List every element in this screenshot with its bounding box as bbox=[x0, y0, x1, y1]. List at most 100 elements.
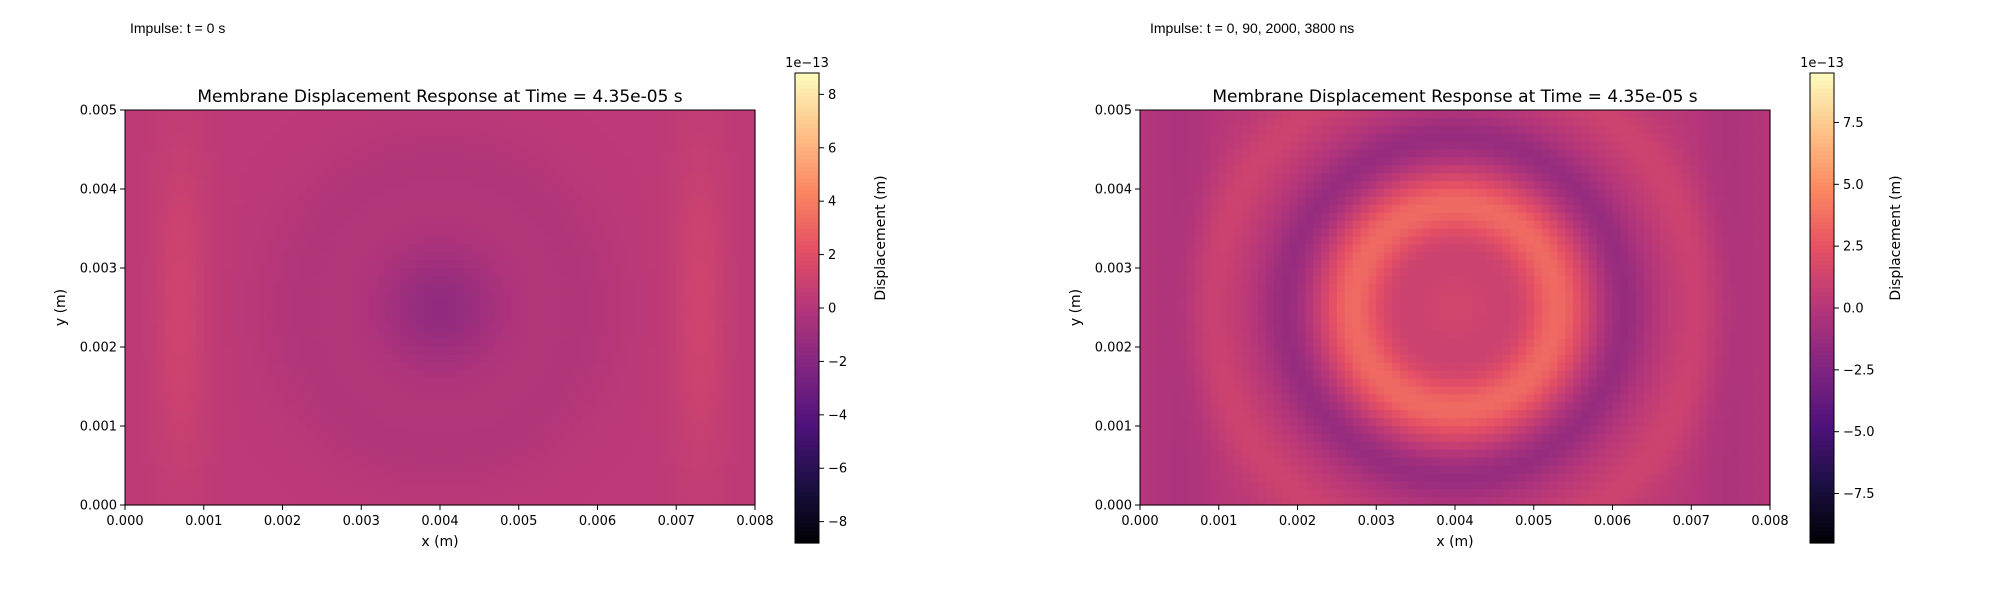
heatmap-cell bbox=[636, 173, 646, 182]
heatmap-cell bbox=[125, 449, 134, 459]
heatmap-cell bbox=[440, 497, 449, 506]
heatmap-cell bbox=[377, 481, 386, 490]
heatmap-cell bbox=[188, 299, 197, 309]
heatmap-cell bbox=[463, 244, 473, 253]
heatmap-cell bbox=[581, 473, 591, 482]
heatmap-cell bbox=[550, 465, 559, 474]
heatmap-cell bbox=[353, 378, 362, 388]
heatmap-cell bbox=[668, 497, 677, 506]
colorbar-segment bbox=[795, 499, 819, 505]
heatmap-cell bbox=[156, 125, 165, 135]
colorbar-segment bbox=[795, 123, 819, 129]
heatmap-cell bbox=[290, 370, 299, 380]
colorbar-segment bbox=[795, 394, 819, 399]
heatmap-cell bbox=[219, 386, 228, 395]
heatmap-cell bbox=[306, 489, 315, 498]
heatmap-cell bbox=[377, 212, 386, 222]
heatmap-cell bbox=[1596, 110, 1606, 119]
heatmap-cell bbox=[1730, 165, 1740, 174]
heatmap-cell bbox=[195, 489, 205, 498]
heatmap-cell bbox=[440, 252, 449, 261]
heatmap-cell bbox=[290, 315, 299, 324]
heatmap-cell bbox=[258, 489, 268, 498]
heatmap-cell bbox=[211, 315, 221, 324]
heatmap-cell bbox=[1281, 181, 1291, 190]
colorbar-segment bbox=[795, 417, 819, 423]
heatmap-cell bbox=[1297, 157, 1306, 166]
heatmap-cell bbox=[243, 275, 252, 285]
heatmap-cell bbox=[1313, 157, 1322, 166]
heatmap-cell bbox=[1140, 165, 1149, 174]
heatmap-cell bbox=[377, 157, 386, 166]
heatmap-cell bbox=[739, 244, 748, 253]
heatmap-cell bbox=[1187, 125, 1196, 135]
heatmap-cell bbox=[518, 291, 528, 301]
heatmap-cell bbox=[180, 133, 189, 143]
heatmap-cell bbox=[1762, 165, 1771, 174]
heatmap-cell bbox=[597, 291, 606, 301]
heatmap-cell bbox=[148, 386, 158, 395]
heatmap-cell bbox=[503, 244, 512, 253]
heatmap-cell bbox=[251, 449, 260, 459]
heatmap-cell bbox=[1683, 110, 1692, 119]
heatmap-cell bbox=[180, 236, 189, 245]
heatmap-cell bbox=[613, 307, 622, 316]
heatmap-cell bbox=[739, 268, 748, 277]
heatmap-cell bbox=[487, 441, 496, 451]
heatmap-cell bbox=[314, 149, 323, 158]
heatmap-cell bbox=[526, 402, 536, 411]
heatmap-cell bbox=[510, 339, 520, 348]
heatmap-cell bbox=[526, 181, 536, 190]
heatmap-cell bbox=[613, 418, 622, 427]
heatmap-cell bbox=[707, 141, 717, 151]
heatmap-cell bbox=[1187, 141, 1196, 151]
heatmap-cell bbox=[306, 220, 315, 230]
heatmap-cell bbox=[699, 189, 709, 198]
heatmap-cell bbox=[455, 236, 465, 245]
heatmap-cell bbox=[148, 189, 158, 198]
colorbar-segment bbox=[795, 515, 819, 521]
heatmap-cell bbox=[156, 110, 165, 119]
heatmap-cell bbox=[384, 275, 394, 285]
heatmap-cell bbox=[542, 299, 551, 309]
heatmap-cell bbox=[235, 189, 244, 198]
heatmap-cell bbox=[739, 149, 748, 158]
heatmap-cell bbox=[164, 133, 173, 143]
heatmap-cell bbox=[392, 402, 402, 411]
colorbar-segment bbox=[795, 492, 819, 497]
heatmap-cell bbox=[487, 497, 496, 506]
heatmap-cell bbox=[384, 133, 394, 143]
heatmap-cell bbox=[495, 173, 504, 182]
heatmap-cell bbox=[510, 204, 520, 214]
heatmap-cell bbox=[377, 370, 386, 380]
heatmap-cell bbox=[455, 497, 465, 506]
heatmap-cell bbox=[723, 481, 732, 490]
heatmap-cell bbox=[581, 441, 591, 451]
heatmap-cell bbox=[1667, 173, 1677, 182]
heatmap-cell bbox=[148, 181, 158, 190]
heatmap-cell bbox=[321, 331, 331, 340]
heatmap-cell bbox=[1675, 173, 1684, 182]
colorbar-segment bbox=[795, 437, 819, 442]
heatmap-cell bbox=[597, 220, 606, 230]
heatmap-cell bbox=[660, 418, 669, 427]
heatmap-cell bbox=[1620, 165, 1629, 174]
heatmap-cell bbox=[747, 220, 756, 230]
heatmap-cell bbox=[408, 362, 417, 372]
heatmap-cell bbox=[652, 354, 662, 364]
heatmap-cell bbox=[699, 244, 709, 253]
heatmap-cell bbox=[699, 173, 709, 182]
heatmap-cell bbox=[510, 370, 520, 380]
heatmap-cell bbox=[164, 268, 173, 277]
heatmap-cell bbox=[337, 307, 347, 316]
heatmap-cell bbox=[353, 110, 362, 119]
colorbar-segment bbox=[795, 511, 819, 517]
heatmap-cell bbox=[707, 283, 717, 293]
heatmap-cell bbox=[455, 347, 465, 356]
heatmap-cell bbox=[274, 299, 284, 309]
heatmap-cell bbox=[652, 141, 662, 151]
heatmap-cell bbox=[251, 418, 260, 427]
heatmap-cell bbox=[1273, 173, 1283, 182]
heatmap-cell bbox=[1707, 117, 1716, 127]
heatmap-cell bbox=[589, 362, 599, 372]
